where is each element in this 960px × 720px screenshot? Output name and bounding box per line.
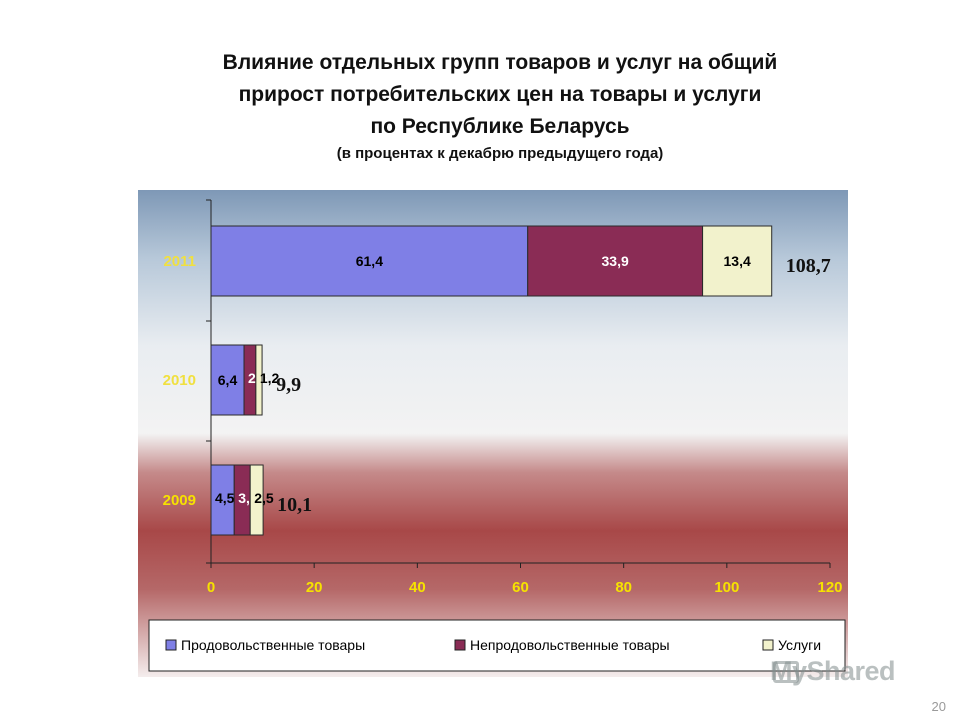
chart-title-line-3: по Республике Беларусь	[370, 115, 630, 138]
legend-box	[148, 619, 846, 672]
legend-label-nonfood: Непродовольственные товары	[470, 637, 670, 653]
legend-swatch-nonfood	[454, 639, 466, 651]
data-label-services-2011: 13,4	[724, 253, 751, 269]
x-axis-tick-label-60: 60	[512, 579, 529, 596]
x-axis-tick-label-80: 80	[615, 579, 632, 596]
total-label-2010: 9,9	[276, 374, 301, 396]
total-label-2011: 108,7	[786, 255, 831, 277]
legend-label-food: Продовольственные товары	[181, 637, 365, 653]
legend-swatch-food	[165, 639, 177, 651]
watermark-icon	[773, 661, 799, 683]
chart-subtitle: (в процентах к декабрю предыдущего года)	[336, 145, 664, 162]
bar-services-2011	[702, 225, 773, 297]
watermark: MyShared	[770, 656, 896, 686]
data-label-food-2009: 4,5	[215, 490, 235, 506]
y-axis-label-2010: 2010	[163, 372, 196, 389]
data-label-food-2010: 6,4	[218, 372, 238, 388]
x-axis-tick-label-0: 0	[207, 579, 215, 596]
legend-swatch-services	[762, 639, 774, 651]
x-axis-tick-label-20: 20	[306, 579, 323, 596]
data-label-food-2011: 61,4	[356, 253, 383, 269]
chart-title-line-1: Влияние отдельных групп товаров и услуг …	[222, 51, 778, 74]
data-label-services-2010: 1,2	[260, 370, 280, 386]
y-axis-label-2011: 2011	[163, 253, 196, 270]
bar-services-2010	[255, 344, 263, 416]
data-label-services-2009: 2,5	[254, 490, 274, 506]
chart-title-line-2: прирост потребительских цен на товары и …	[238, 83, 762, 106]
bar-services-2009	[249, 464, 264, 536]
data-label-nonfood-2011: 33,9	[602, 253, 629, 269]
bar-food-2010	[210, 344, 245, 416]
legend-label-services: Услуги	[778, 637, 821, 653]
total-label-2009: 10,1	[277, 494, 312, 516]
bar-food-2011	[210, 225, 529, 297]
page-number: 20	[931, 699, 946, 714]
x-axis-tick-label-120: 120	[817, 579, 842, 596]
x-axis-tick-label-40: 40	[409, 579, 426, 596]
y-axis-label-2009: 2009	[163, 492, 196, 509]
x-axis-tick-label-100: 100	[714, 579, 739, 596]
